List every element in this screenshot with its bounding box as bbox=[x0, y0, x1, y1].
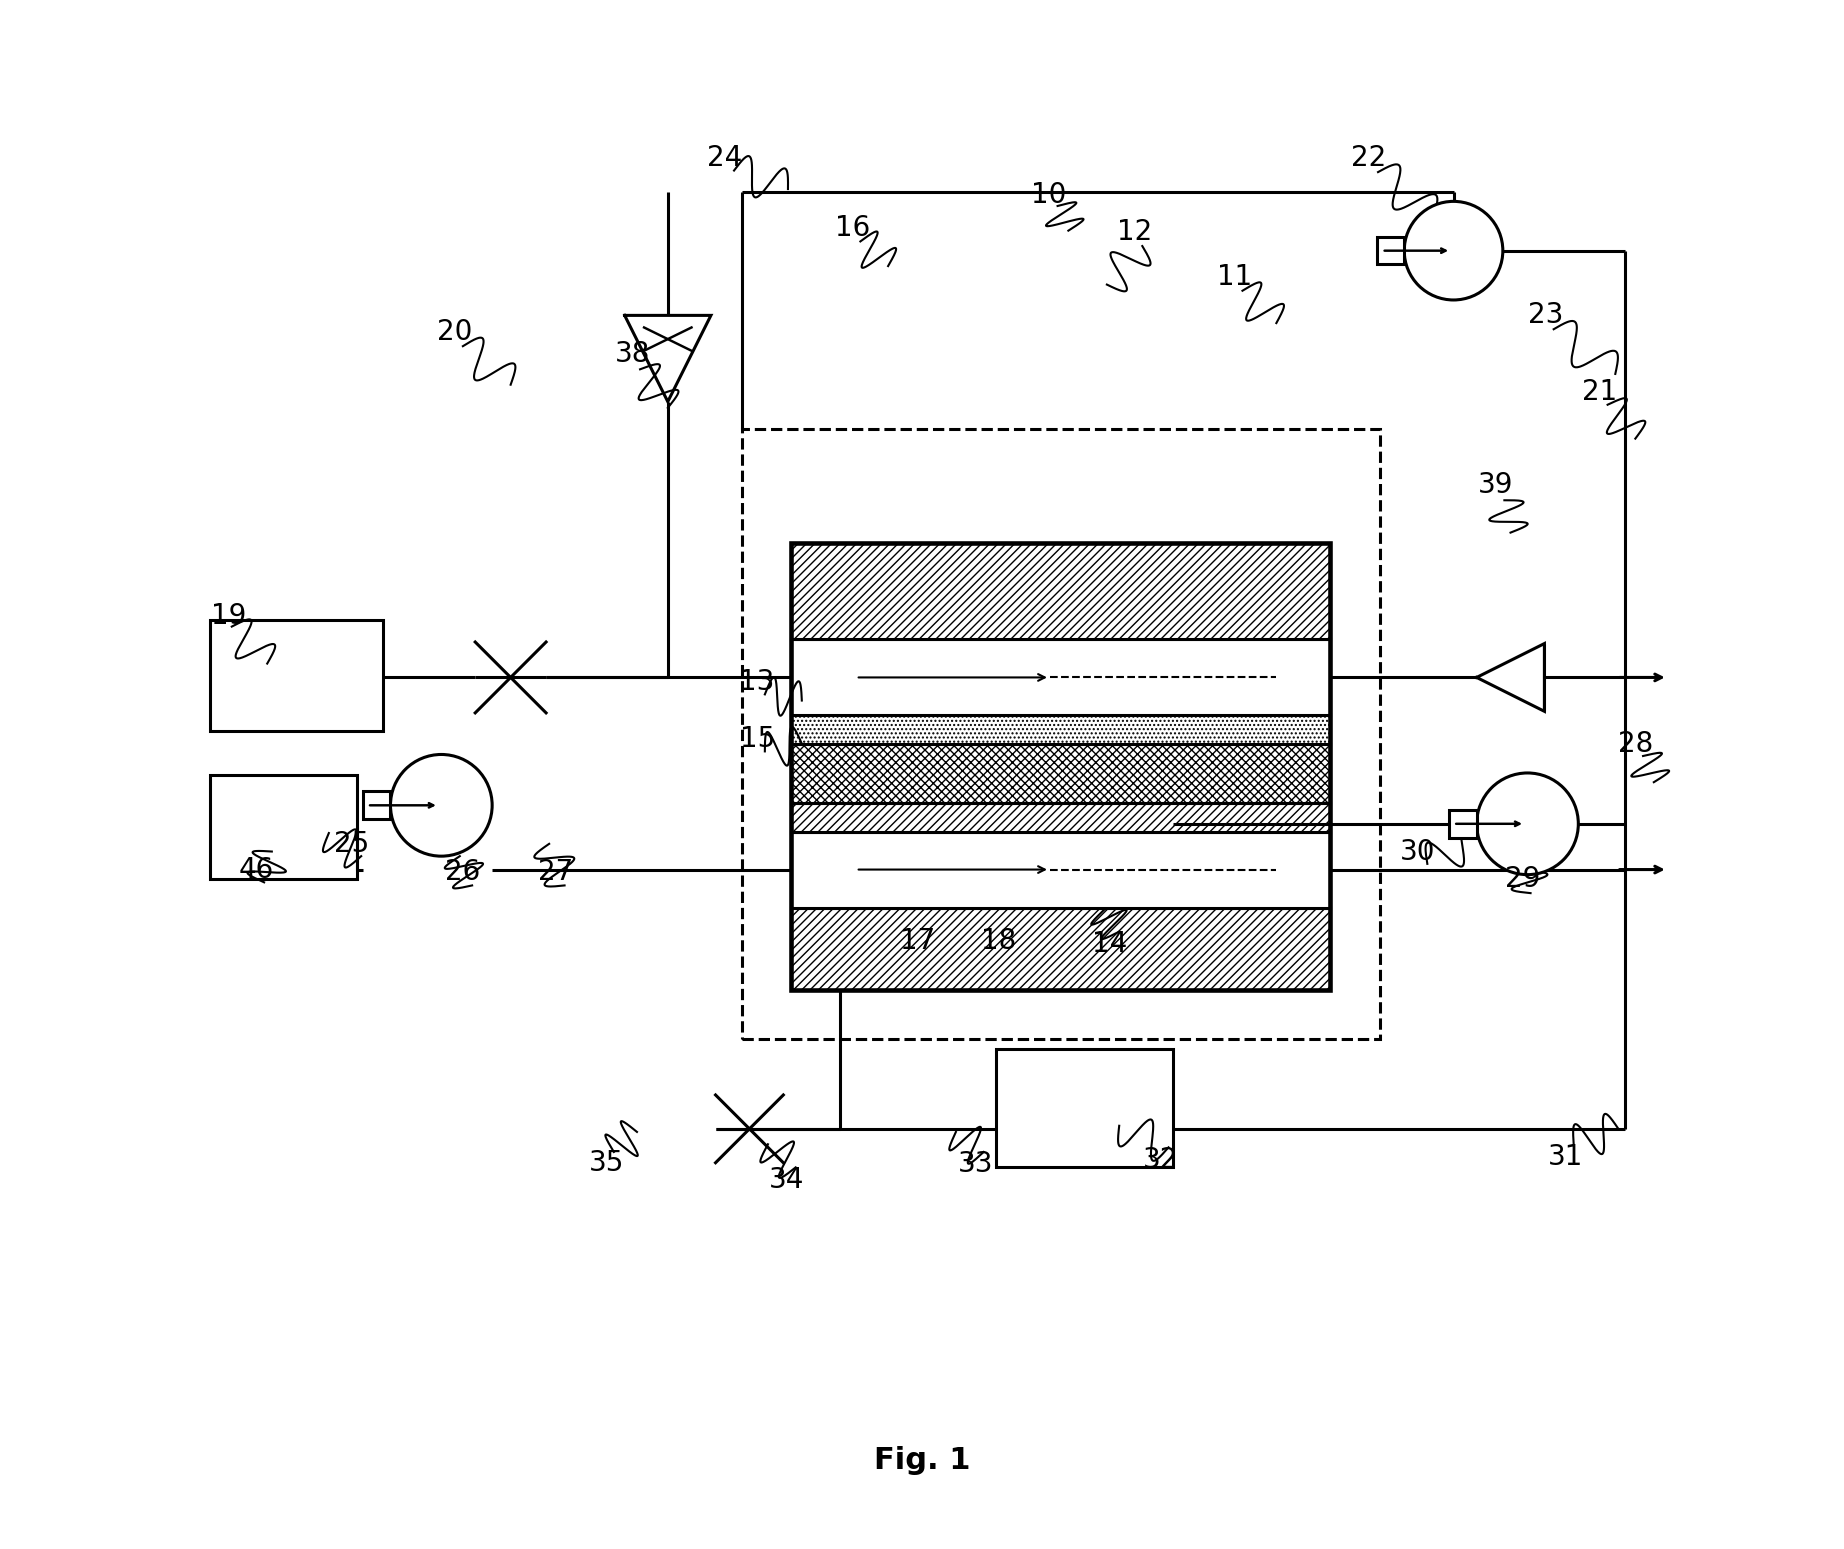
Text: 38: 38 bbox=[614, 339, 651, 369]
Text: 13: 13 bbox=[739, 668, 774, 696]
Text: 39: 39 bbox=[1477, 471, 1512, 499]
Bar bbox=[1449, 810, 1477, 838]
Text: 28: 28 bbox=[1617, 730, 1652, 757]
Circle shape bbox=[1405, 201, 1503, 301]
Text: 33: 33 bbox=[959, 1151, 994, 1179]
Text: 18: 18 bbox=[981, 926, 1016, 954]
Bar bbox=[791, 640, 1330, 716]
Bar bbox=[210, 774, 356, 880]
Bar bbox=[791, 544, 1330, 990]
Text: 46: 46 bbox=[240, 857, 275, 884]
Text: 32: 32 bbox=[1143, 1146, 1178, 1174]
Text: 35: 35 bbox=[588, 1149, 623, 1177]
Text: 20: 20 bbox=[437, 319, 472, 347]
Bar bbox=[791, 802, 1330, 832]
Text: 34: 34 bbox=[769, 1166, 804, 1194]
Text: 31: 31 bbox=[1549, 1143, 1584, 1171]
Bar bbox=[741, 429, 1379, 1039]
Text: 26: 26 bbox=[444, 858, 481, 886]
Text: 12: 12 bbox=[1117, 218, 1152, 246]
Circle shape bbox=[1477, 773, 1578, 875]
Circle shape bbox=[391, 754, 492, 857]
Bar bbox=[996, 1049, 1173, 1168]
Bar bbox=[1377, 237, 1405, 265]
Text: 24: 24 bbox=[706, 144, 743, 172]
Text: Fig. 1: Fig. 1 bbox=[874, 1445, 970, 1475]
Text: 16: 16 bbox=[835, 214, 870, 242]
Bar bbox=[791, 832, 1330, 908]
Text: 23: 23 bbox=[1529, 302, 1564, 330]
Text: 10: 10 bbox=[1031, 181, 1066, 209]
Text: 21: 21 bbox=[1582, 378, 1617, 406]
Text: 22: 22 bbox=[1352, 144, 1387, 172]
Text: 19: 19 bbox=[210, 603, 247, 630]
Bar bbox=[791, 745, 1330, 802]
Bar bbox=[210, 621, 384, 731]
Text: 17: 17 bbox=[900, 926, 935, 954]
Bar bbox=[791, 908, 1330, 990]
Bar bbox=[791, 544, 1330, 640]
Text: 14: 14 bbox=[1092, 929, 1127, 957]
Text: 30: 30 bbox=[1400, 838, 1436, 866]
Text: 27: 27 bbox=[538, 858, 573, 886]
Text: 11: 11 bbox=[1217, 263, 1252, 291]
Text: 29: 29 bbox=[1505, 866, 1540, 894]
Bar bbox=[363, 792, 391, 819]
Text: 25: 25 bbox=[334, 830, 369, 858]
Text: 15: 15 bbox=[739, 725, 774, 753]
Bar bbox=[791, 716, 1330, 745]
